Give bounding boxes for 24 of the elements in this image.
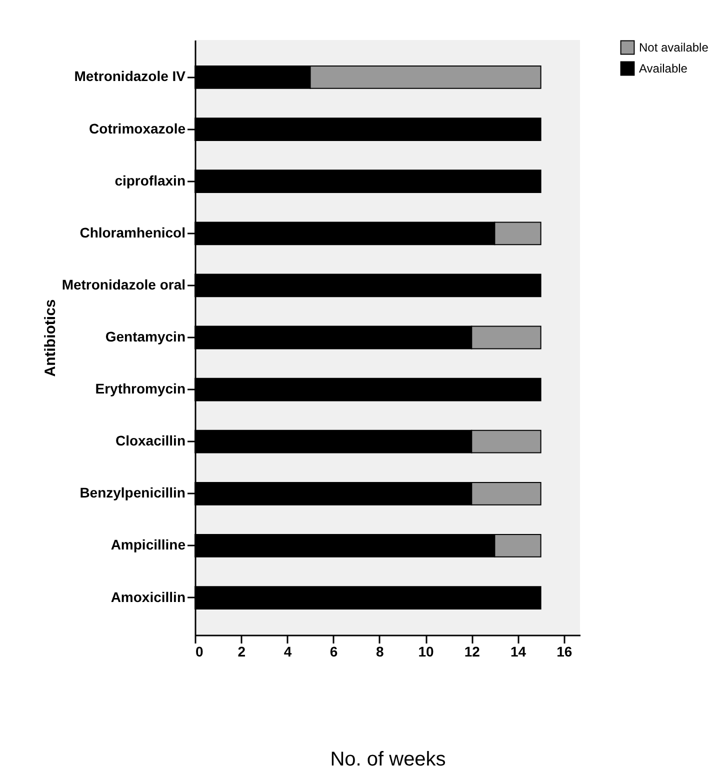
- x-tick-label: 2: [238, 644, 246, 660]
- y-axis-title: Antibiotics: [42, 299, 59, 377]
- y-tick-label: Chloramhenicol: [80, 224, 186, 240]
- y-tick-label: Metronidazole oral: [62, 276, 186, 292]
- y-tick-label: Metronidazole IV: [74, 68, 186, 84]
- x-tick-label: 6: [330, 644, 338, 660]
- y-tick-label: Gentamycin: [105, 328, 186, 344]
- x-tick-label: 12: [464, 644, 480, 660]
- y-tick-label: Benzylpenicillin: [80, 484, 186, 501]
- x-tick-label: 16: [556, 644, 572, 660]
- y-tick-label: Cloxacillin: [115, 432, 186, 449]
- y-tick-label: ciproflaxin: [114, 172, 186, 188]
- x-tick-label: 4: [284, 644, 292, 660]
- x-axis-title: No. of weeks: [330, 748, 446, 769]
- y-tick-label: Amoxicillin: [110, 588, 186, 605]
- x-tick-label: 8: [376, 644, 384, 660]
- y-tick-label: Ampicilline: [110, 536, 186, 553]
- legend-label: Available: [639, 62, 688, 76]
- x-tick-label: 14: [510, 644, 526, 660]
- x-tick-label: 10: [418, 644, 434, 660]
- x-tick-label: 0: [196, 644, 204, 660]
- y-tick-label: Cotrimoxazole: [89, 120, 186, 136]
- y-tick-label: Erythromycin: [95, 380, 186, 397]
- legend-label: Not available: [639, 40, 709, 54]
